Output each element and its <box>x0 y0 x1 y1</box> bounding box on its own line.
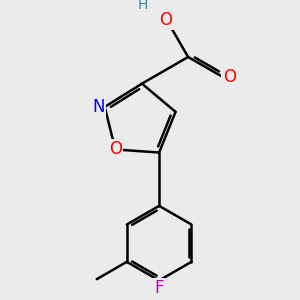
Text: O: O <box>159 11 172 29</box>
Text: N: N <box>92 98 105 116</box>
Text: O: O <box>223 68 236 86</box>
Text: H: H <box>137 0 148 12</box>
Text: F: F <box>154 280 164 298</box>
Text: O: O <box>109 140 122 158</box>
